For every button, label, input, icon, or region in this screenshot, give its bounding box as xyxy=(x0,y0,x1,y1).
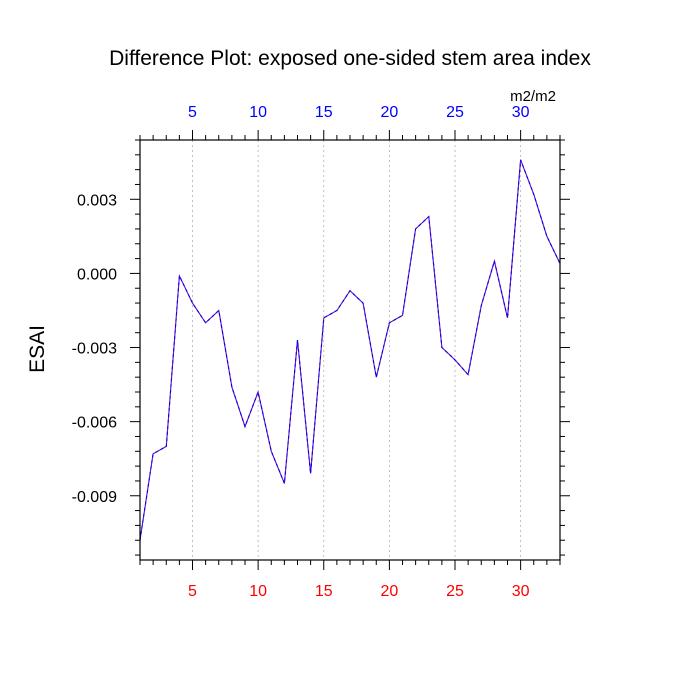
y-tick-label: 0.003 xyxy=(77,192,117,209)
x-top-tick-label: 25 xyxy=(446,104,464,121)
x-top-tick-label: 5 xyxy=(188,104,197,121)
plot-frame xyxy=(139,139,561,561)
series-line xyxy=(140,159,560,541)
y-tick-label: -0.009 xyxy=(72,489,117,506)
y-tick-label: -0.003 xyxy=(72,341,117,358)
y-tick-label: -0.006 xyxy=(72,415,117,432)
x-tick-label: 5 xyxy=(188,583,197,600)
x-tick-label: 15 xyxy=(315,583,333,600)
series-line-dash xyxy=(140,159,560,541)
units-label: m2/m2 xyxy=(510,88,556,105)
x-tick-label: 20 xyxy=(380,583,398,600)
x-top-tick-label: 10 xyxy=(249,104,267,121)
grid-lines xyxy=(192,140,522,560)
chart-title: Difference Plot: exposed one-sided stem … xyxy=(109,47,591,70)
y-tick-label: 0.000 xyxy=(77,266,117,283)
plot-lines xyxy=(140,159,560,541)
x-top-tick-label: 15 xyxy=(315,104,333,121)
x-tick-label: 30 xyxy=(512,583,530,600)
axis-ticks xyxy=(130,130,570,570)
tick-labels: 5 5 10 10 15 15 20 20 25 25 30 30 0.003 0.000 -0.003 -0… xyxy=(72,104,530,600)
x-tick-label: 25 xyxy=(446,583,464,600)
y-axis-label: ESAI xyxy=(26,325,49,373)
x-top-tick-label: 30 xyxy=(512,104,530,121)
x-top-tick-label: 20 xyxy=(380,104,398,121)
x-tick-label: 10 xyxy=(249,583,267,600)
